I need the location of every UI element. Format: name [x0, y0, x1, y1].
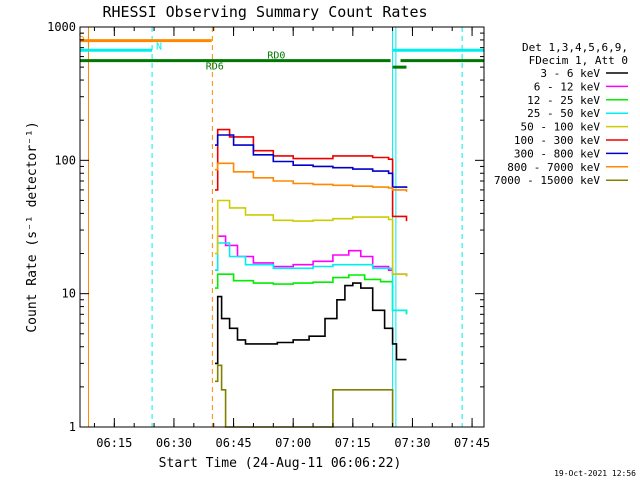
legend-entry-label: 12 - 25 keV: [527, 94, 600, 107]
x-tick-label: 06:45: [216, 436, 252, 450]
y-axis-label: Count Rate (s⁻¹ detector⁻¹): [25, 121, 40, 332]
legend-entry-label: 6 - 12 keV: [534, 80, 601, 93]
flag-label: RD0: [267, 51, 285, 62]
x-tick-label: 07:45: [454, 436, 490, 450]
legend-entry-label: 7000 - 15000 keV: [494, 174, 600, 187]
series-line: [215, 242, 408, 315]
y-tick-label: 10: [62, 287, 76, 301]
legend-entry-label: 3 - 6 keV: [540, 67, 600, 80]
series-line: [215, 162, 408, 192]
footer-timestamp: 19-Oct-2021 12:56: [554, 469, 636, 478]
legend-header-line-1: Det 1,3,4,5,6,9,: [522, 41, 628, 54]
x-axis: 06:15 06:30 06:45 07:00 07:15 07:30 07:45: [93, 27, 490, 450]
legend-entry-label: 50 - 100 keV: [521, 121, 601, 134]
legend: Det 1,3,4,5,6,9, FDecim 1, Att 0 3 - 6 k…: [494, 41, 628, 187]
x-tick-label: 06:15: [96, 436, 132, 450]
legend-entry-label: 800 - 7000 keV: [507, 161, 600, 174]
chart-title: RHESSI Observing Summary Count Rates: [102, 3, 427, 21]
legend-entry-label: 100 - 300 keV: [514, 134, 600, 147]
legend-entry-label: 300 - 800 keV: [514, 147, 600, 160]
flag-label: N: [156, 41, 162, 52]
legend-header-line-2: FDecim 1, Att 0: [529, 54, 628, 67]
x-axis-label: Start Time (24-Aug-11 06:06:22): [159, 456, 402, 471]
series-line: [215, 282, 407, 365]
series-line: [215, 134, 408, 188]
x-tick-label: 07:30: [394, 436, 430, 450]
series-line: [215, 199, 408, 277]
plot-frame: [79, 26, 485, 428]
y-tick-label: 1000: [47, 20, 76, 34]
x-tick-label: 07:15: [335, 436, 371, 450]
x-tick-label: 06:30: [156, 436, 192, 450]
y-axis: 1 10 100 1000: [47, 20, 484, 434]
series-line: [215, 273, 408, 315]
legend-entry-label: 25 - 50 keV: [527, 107, 600, 120]
y-tick-label: 1: [69, 420, 76, 434]
flag-label: S: [79, 32, 85, 43]
plot-area: S N RD0 RD6: [79, 27, 484, 428]
flag-label: RD6: [206, 62, 224, 73]
series-line: [215, 364, 394, 428]
y-tick-label: 100: [54, 153, 76, 167]
x-tick-label: 07:00: [275, 436, 311, 450]
